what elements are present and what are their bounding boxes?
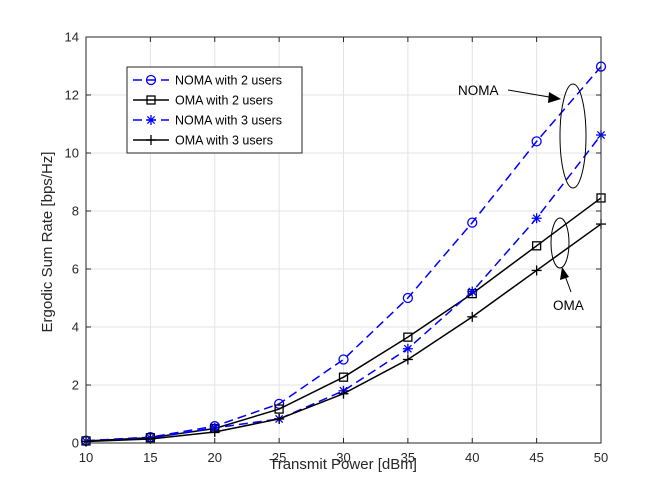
x-tick-label: 15 <box>143 450 157 465</box>
legend-item: OMA with 2 users <box>133 94 273 108</box>
data-point-shape-d2 <box>468 287 477 296</box>
y-tick-label: 2 <box>72 378 79 393</box>
data-point <box>402 292 414 304</box>
series-line <box>85 134 602 443</box>
data-point <box>467 286 478 297</box>
y-tick-label: 0 <box>72 436 79 451</box>
oma-ellipse <box>550 217 570 269</box>
data-point <box>531 265 542 276</box>
data-point <box>402 354 413 365</box>
data-point <box>531 213 542 224</box>
axes: 10 15 20 25 30 35 40 45 50 0 2 4 6 8 10 12 14 <box>65 30 609 466</box>
data-point <box>531 241 542 251</box>
series-layer <box>80 61 607 447</box>
legend-marker-shape-d2 <box>146 115 156 125</box>
data-point-shape <box>402 292 414 304</box>
y-tick-label: 10 <box>65 146 79 161</box>
data-point <box>467 217 478 228</box>
noma-arrow-head <box>548 92 561 103</box>
x-tick-label: 30 <box>336 450 350 465</box>
legend-box <box>126 66 303 154</box>
data-point-shape-d2 <box>532 214 541 223</box>
noma-annotation-label: NOMA <box>458 83 499 98</box>
legend-marker-shape <box>146 95 156 105</box>
data-point <box>402 343 413 354</box>
data-point-shape <box>338 354 349 365</box>
y-tick-label: 4 <box>72 320 79 335</box>
series-line <box>85 66 602 442</box>
y-axis-label: Ergodic Sum Rate [bps/Hz] <box>39 152 56 333</box>
x-tick-label: 35 <box>401 450 415 465</box>
data-point-shape <box>531 136 542 147</box>
data-point-shape <box>274 404 284 414</box>
legend-marker <box>146 115 156 125</box>
legend-label: OMA with 3 users <box>175 134 273 148</box>
data-point-shape <box>531 241 542 251</box>
data-point-shape <box>338 372 349 382</box>
legend-label: OMA with 2 users <box>175 94 273 108</box>
oma-arrow-head <box>560 267 569 280</box>
data-point <box>338 372 349 382</box>
legend-marker <box>145 74 157 86</box>
y-tick-label: 8 <box>72 204 79 219</box>
data-point <box>467 311 478 322</box>
data-point <box>403 332 413 342</box>
annotations: NOMA OMA <box>458 83 587 313</box>
y-tick-label: 12 <box>65 88 79 103</box>
data-point <box>531 136 542 147</box>
legend-label: NOMA with 3 users <box>175 114 282 128</box>
legend-item: OMA with 3 users <box>133 134 273 148</box>
legend-marker <box>146 95 156 105</box>
x-tick-label: 40 <box>465 450 479 465</box>
x-axis-label: Transmit Power [dBm] <box>269 456 417 473</box>
data-point <box>338 354 349 365</box>
data-point-shape-d2 <box>403 344 412 353</box>
legend-marker-shape <box>145 74 157 86</box>
noma-ellipse <box>559 83 587 189</box>
data-point <box>274 413 285 424</box>
data-point <box>209 426 220 437</box>
y-tick-label: 6 <box>72 262 79 277</box>
legend-marker <box>146 135 156 145</box>
data-point-shape <box>403 332 413 342</box>
oma-annotation-label: OMA <box>553 298 584 313</box>
x-tick-label: 50 <box>594 450 608 465</box>
data-point <box>274 404 284 414</box>
noma-arrow-line <box>507 89 556 99</box>
legend: NOMA with 2 users OMA with 2 users NOMA wi… <box>126 66 303 154</box>
data-point-shape <box>467 217 478 228</box>
legend-item: NOMA with 3 users <box>133 114 282 128</box>
x-tick-label: 45 <box>529 450 543 465</box>
legend-label: NOMA with 2 users <box>175 74 282 88</box>
x-tick-label: 10 <box>79 450 93 465</box>
y-tick-label: 14 <box>65 30 79 45</box>
x-tick-label: 20 <box>208 450 222 465</box>
data-point <box>338 388 349 399</box>
legend-item: NOMA with 2 users <box>133 74 282 88</box>
x-tick-label: 25 <box>272 450 286 465</box>
